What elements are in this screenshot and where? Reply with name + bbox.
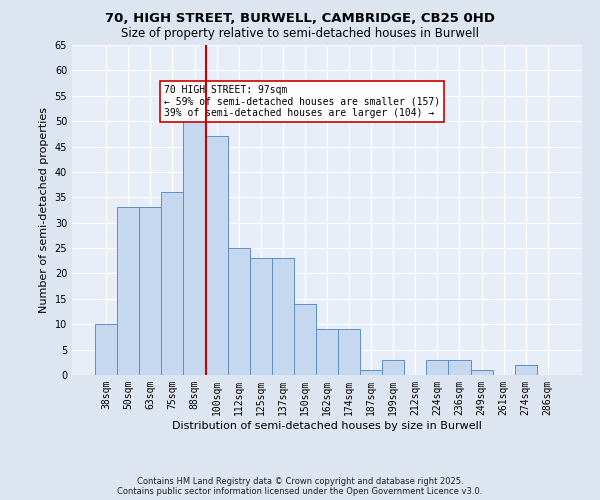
Bar bbox=[382, 360, 404, 375]
Bar bbox=[338, 330, 360, 375]
Bar bbox=[206, 136, 227, 375]
X-axis label: Distribution of semi-detached houses by size in Burwell: Distribution of semi-detached houses by … bbox=[172, 420, 482, 430]
Bar bbox=[95, 324, 117, 375]
Bar bbox=[184, 101, 206, 375]
Bar bbox=[227, 248, 250, 375]
Bar bbox=[250, 258, 272, 375]
Text: Contains HM Land Registry data © Crown copyright and database right 2025.
Contai: Contains HM Land Registry data © Crown c… bbox=[118, 476, 482, 496]
Bar bbox=[117, 208, 139, 375]
Bar bbox=[272, 258, 294, 375]
Bar bbox=[139, 208, 161, 375]
Y-axis label: Number of semi-detached properties: Number of semi-detached properties bbox=[39, 107, 49, 313]
Bar bbox=[294, 304, 316, 375]
Text: 70 HIGH STREET: 97sqm
← 59% of semi-detached houses are smaller (157)
39% of sem: 70 HIGH STREET: 97sqm ← 59% of semi-deta… bbox=[164, 84, 440, 118]
Bar bbox=[515, 365, 537, 375]
Text: Size of property relative to semi-detached houses in Burwell: Size of property relative to semi-detach… bbox=[121, 28, 479, 40]
Bar bbox=[161, 192, 184, 375]
Bar bbox=[427, 360, 448, 375]
Bar bbox=[448, 360, 470, 375]
Bar bbox=[360, 370, 382, 375]
Text: 70, HIGH STREET, BURWELL, CAMBRIDGE, CB25 0HD: 70, HIGH STREET, BURWELL, CAMBRIDGE, CB2… bbox=[105, 12, 495, 26]
Bar bbox=[470, 370, 493, 375]
Bar bbox=[316, 330, 338, 375]
